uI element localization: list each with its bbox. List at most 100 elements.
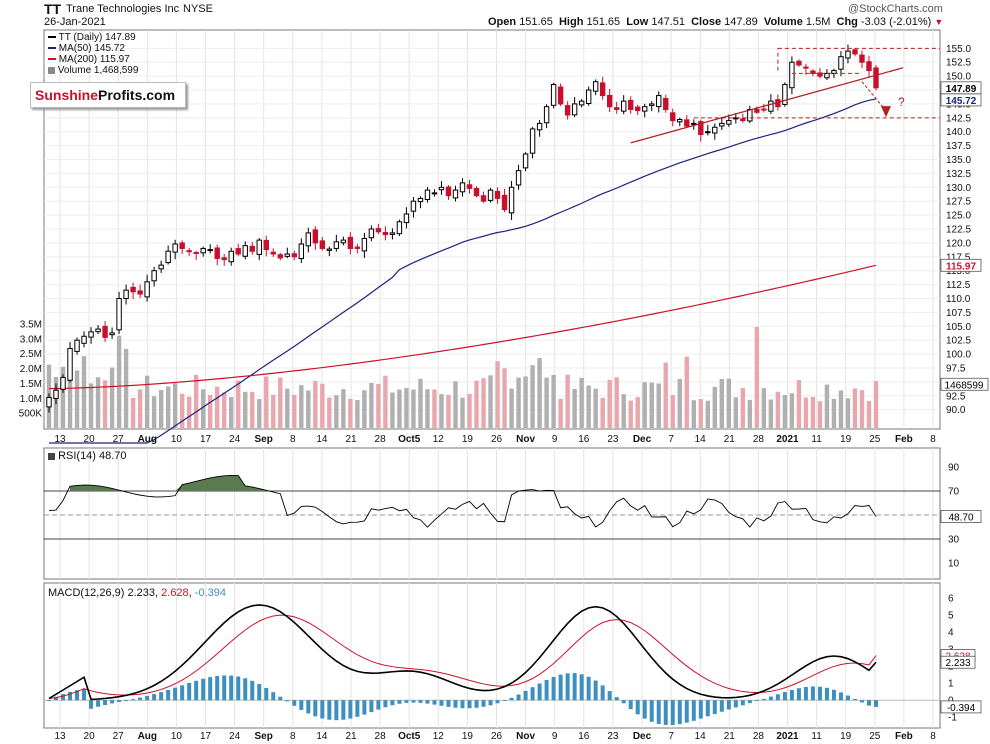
volume-bar: [698, 399, 703, 428]
candle-body: [312, 229, 319, 244]
macd-histogram-bar: [621, 700, 626, 704]
volume-bar: [747, 399, 753, 428]
candle-body: [256, 239, 262, 255]
candle-body: [445, 186, 452, 197]
candle-body: [705, 131, 711, 134]
macd-histogram-bar: [831, 689, 836, 701]
x-tick-label: 19: [840, 434, 852, 445]
macd-x-tick-label: 21: [724, 731, 736, 742]
volume-bar: [292, 394, 297, 428]
volume-bar: [817, 401, 823, 428]
volume-bar: [691, 400, 696, 428]
macd-histogram-bar: [740, 700, 745, 706]
candle-body: [768, 100, 774, 112]
macd-histogram-bar: [761, 698, 766, 701]
macd-histogram-bar: [271, 692, 276, 701]
ma50-line: [49, 98, 877, 444]
volume-bar: [775, 391, 781, 428]
candle-body: [515, 170, 522, 186]
macd-histogram-bar: [292, 700, 297, 706]
candle-body: [585, 89, 592, 105]
volume-bar: [123, 348, 129, 428]
macd-histogram-bar: [327, 700, 332, 720]
macd-histogram-bar: [495, 700, 500, 704]
candle-body: [193, 251, 199, 254]
volume-bar: [761, 388, 767, 428]
macd-histogram-bar: [824, 687, 829, 701]
candle-body: [438, 186, 445, 191]
x-tick-label: 25: [869, 434, 881, 445]
rsi-legend-swatch: [48, 452, 55, 460]
macd-histogram-bar: [502, 700, 507, 701]
candle-body: [228, 250, 234, 263]
volume-bar: [684, 356, 689, 428]
volume-bar: [215, 386, 220, 428]
volume-last-tag: 1468599: [945, 380, 984, 391]
macd-histogram-bar: [243, 678, 248, 701]
macd-x-tick-label: 26: [491, 731, 503, 742]
macd-histogram-bar: [614, 697, 619, 701]
x-tick-label: Sep: [255, 434, 273, 445]
volume-bar: [635, 397, 640, 428]
candle-body: [719, 122, 725, 127]
candle-body: [592, 81, 599, 92]
candle-body: [172, 243, 178, 253]
candle-body: [102, 325, 108, 338]
macd-histogram-bar: [47, 700, 51, 701]
macd-histogram-bar: [705, 700, 710, 717]
macd-histogram-bar: [838, 692, 843, 701]
trend-line: [630, 67, 904, 144]
macd-x-tick-label: 14: [316, 731, 328, 742]
volume-bar: [565, 374, 570, 428]
volume-bar: [102, 380, 108, 428]
macd-histogram-bar: [187, 682, 192, 701]
macd-histogram-bar: [544, 679, 549, 701]
volume-bar: [390, 392, 395, 428]
price-y-tick-label: 97.5: [946, 363, 966, 374]
macd-histogram-bar: [474, 700, 479, 708]
volume-bar: [600, 397, 605, 428]
macd-histogram-bar: [285, 700, 290, 702]
candle-body: [53, 389, 59, 400]
candle-body: [606, 94, 613, 108]
legend-ma50-text: MA(50) 145.72: [58, 43, 125, 54]
volume-bar: [845, 398, 851, 428]
x-tick-label: 28: [375, 434, 387, 445]
candle-body: [410, 200, 417, 212]
candle-body: [74, 339, 80, 352]
exchange: NYSE: [183, 3, 213, 15]
macd-histogram-bar: [586, 676, 591, 701]
candle-body: [179, 242, 185, 249]
candle-body: [522, 153, 529, 169]
candle-body: [46, 396, 52, 408]
volume-bar: [425, 389, 430, 428]
legend-ma50-swatch: [48, 47, 56, 50]
price-y-tick-label: 120.0: [946, 238, 971, 249]
candle-body: [88, 331, 94, 338]
volume-bar: [278, 377, 283, 428]
volume-bar: [726, 378, 732, 428]
volume-bar: [495, 361, 500, 428]
macd-histogram-bar: [733, 700, 738, 708]
volume-bar: [257, 399, 262, 428]
volume-bar: [859, 390, 865, 428]
candle-body: [431, 192, 438, 195]
macd-hist-tag: -0.394: [947, 703, 976, 714]
candle-body: [81, 335, 87, 344]
candle-body: [403, 213, 410, 224]
macd-y-tick-label: -1: [948, 713, 957, 724]
legend-volume-text: Volume 1,468,599: [57, 65, 139, 76]
candle-body: [859, 54, 865, 63]
price-y-tick-label: 150.0: [946, 72, 971, 83]
macd-histogram-bar: [194, 680, 199, 701]
volume-y-tick-label: 1.0M: [20, 394, 42, 405]
rsi-last-tag: 48.70: [948, 513, 973, 524]
macd-histogram-bar: [355, 700, 360, 717]
ohlc-readout: Open 151.65 High 151.65 Low 147.51 Close…: [488, 16, 943, 28]
macd-y-tick-label: 1: [948, 679, 954, 690]
macd-histogram-bar: [796, 688, 801, 701]
volume-bar: [656, 383, 661, 428]
low-label: Low: [626, 16, 649, 28]
macd-histogram-bar: [859, 700, 864, 703]
